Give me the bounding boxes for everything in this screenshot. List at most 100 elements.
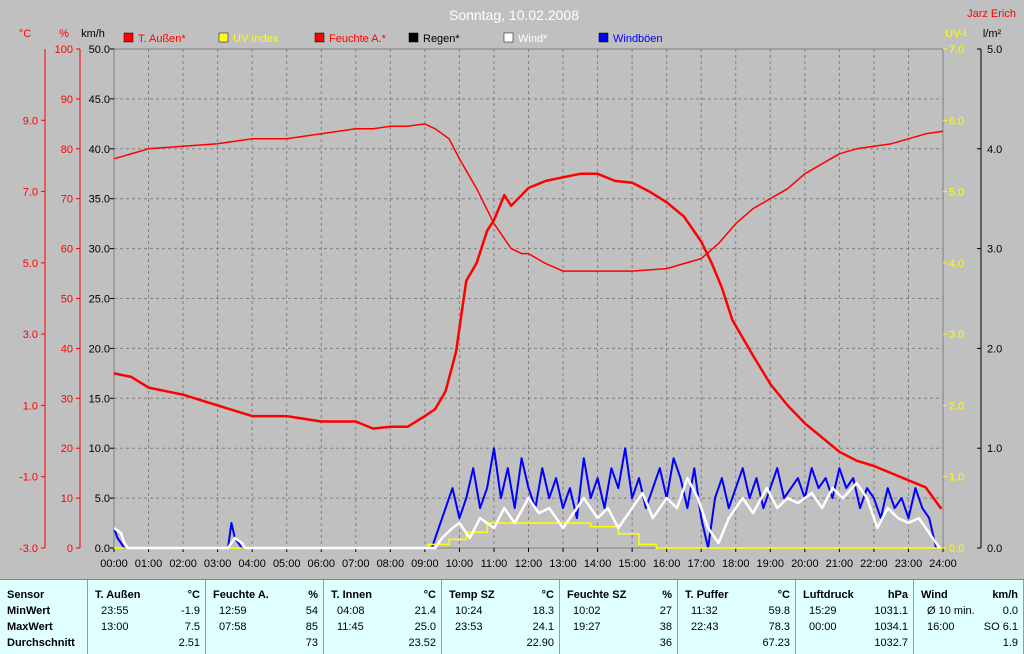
stats-header: Feuchte A.: [213, 589, 269, 601]
x-tick-label: 07:00: [342, 558, 370, 570]
uv-axis-unit: UV-I: [945, 28, 966, 40]
stats-unit: %: [308, 589, 318, 601]
chart-legend: T. Außen* UV Index Feuchte A.* Regen* Wind* W…: [123, 32, 663, 45]
stats-unit: °C: [187, 589, 200, 601]
stats-row-label: Durchschnitt: [7, 637, 75, 649]
legend-label: Wind*: [518, 33, 548, 45]
wind-tick-label: 50.0: [89, 44, 110, 56]
temp-axis-unit: °C: [19, 28, 31, 40]
stats-time: 00:00: [809, 621, 837, 633]
x-tick-label: 11:00: [481, 558, 508, 570]
temp-tick-label: 9.0: [23, 115, 38, 127]
series-line-wind: [113, 476, 941, 550]
stats-value: 85: [305, 621, 318, 633]
stats-time: Ø 10 min.: [927, 605, 975, 617]
humidity-tick-label: 30: [61, 393, 73, 405]
stats-value: 38: [659, 621, 672, 633]
x-tick-label: 23:00: [895, 558, 923, 570]
x-tick-label: 10:00: [446, 558, 474, 570]
chart-series: [113, 123, 944, 550]
humidity-tick-label: 100: [55, 44, 73, 56]
stats-unit: hPa: [887, 589, 908, 601]
x-tick-label: 08:00: [377, 558, 405, 570]
stats-time: 04:08: [337, 605, 365, 617]
stats-time: 16:00: [927, 621, 955, 633]
stats-header: Temp SZ: [449, 589, 495, 601]
stats-header: T. Innen: [331, 589, 372, 601]
rain-tick-label: 5.0: [987, 44, 1002, 56]
stats-value: 22.90: [526, 637, 554, 649]
x-tick-label: 12:00: [515, 558, 543, 570]
x-tick-label: 13:00: [549, 558, 577, 570]
x-tick-label: 17:00: [687, 558, 715, 570]
stats-value: 1031.1: [874, 605, 908, 617]
stats-value: SO 6.1: [983, 621, 1018, 633]
wind-tick-label: 10.0: [89, 443, 110, 455]
weather-chart: Sonntag, 10.02.2008 Jarz Erich °C % km/h…: [19, 7, 1016, 570]
stats-time: 22:43: [691, 621, 719, 633]
stats-column: [206, 580, 324, 654]
stats-time: 15:29: [809, 605, 837, 617]
chart-title: Sonntag, 10.02.2008: [449, 7, 579, 23]
x-tick-label: 02:00: [169, 558, 197, 570]
x-tick-label: 09:00: [411, 558, 439, 570]
humidity-tick-label: 10: [61, 493, 73, 505]
stats-time: 10:24: [455, 605, 483, 617]
stats-time: 23:55: [101, 605, 129, 617]
x-tick-label: 16:00: [653, 558, 681, 570]
humidity-tick-label: 60: [61, 244, 73, 256]
stats-value: 2.51: [178, 637, 200, 649]
stats-value: 21.4: [414, 605, 436, 617]
x-tick-label: 18:00: [722, 558, 750, 570]
stats-column: [324, 580, 442, 654]
stats-time: 11:45: [337, 621, 364, 633]
rain-axis-unit: l/m²: [983, 28, 1002, 40]
series-line-uv-index: [114, 522, 943, 549]
x-tick-label: 24:00: [929, 558, 957, 570]
humidity-axis-unit: %: [59, 28, 69, 40]
stats-time: 23:53: [455, 621, 483, 633]
stats-column: [796, 580, 914, 654]
x-tick-label: 20:00: [791, 558, 819, 570]
x-tick-label: 22:00: [860, 558, 888, 570]
x-tick-label: 01:00: [135, 558, 163, 570]
stats-header: T. Außen: [95, 589, 141, 601]
humidity-tick-label: 90: [61, 94, 73, 106]
legend-swatch: [408, 32, 419, 43]
stats-column: [442, 580, 560, 654]
chart-author: Jarz Erich: [967, 8, 1016, 20]
temp-tick-label: -1.0: [19, 472, 38, 484]
stats-unit: °C: [541, 589, 554, 601]
wind-axis-unit: km/h: [81, 28, 105, 40]
stats-time: 12:59: [219, 605, 247, 617]
stats-unit: %: [662, 589, 672, 601]
stats-header: Wind: [921, 589, 948, 601]
stats-value: 1034.1: [874, 621, 908, 633]
wind-tick-label: 45.0: [89, 94, 110, 106]
stats-value: 54: [305, 605, 318, 617]
uv-tick-label: 3.0: [949, 329, 964, 341]
stats-table: Sensor MinWert MaxWert Durchschnitt T. Außen…: [0, 579, 1024, 654]
stats-value: 36: [659, 637, 672, 649]
stats-row-label: MaxWert: [7, 621, 53, 633]
stats-header: Feuchte SZ: [567, 589, 627, 601]
stats-column: [88, 580, 206, 654]
temp-tick-label: -3.0: [19, 543, 38, 555]
legend-label: Regen*: [423, 33, 460, 45]
legend-label: UV Index: [233, 33, 279, 45]
stats-row-label: MinWert: [7, 605, 51, 617]
uv-tick-label: 4.0: [949, 258, 964, 270]
wind-tick-label: 20.0: [89, 343, 110, 355]
stats-value: 78.3: [768, 621, 790, 633]
stats-header: T. Puffer: [685, 589, 729, 601]
uv-tick-label: 2.0: [949, 400, 964, 412]
x-tick-label: 04:00: [238, 558, 266, 570]
stats-value: -1.9: [181, 605, 200, 617]
stats-header: Sensor: [7, 589, 45, 601]
temp-tick-label: 7.0: [23, 187, 38, 199]
legend-label: Windböen: [613, 33, 663, 45]
stats-time: 07:58: [219, 621, 247, 633]
stats-time: 19:27: [573, 621, 601, 633]
series-line-feuchte-a: [113, 123, 944, 272]
temp-tick-label: 1.0: [23, 400, 38, 412]
